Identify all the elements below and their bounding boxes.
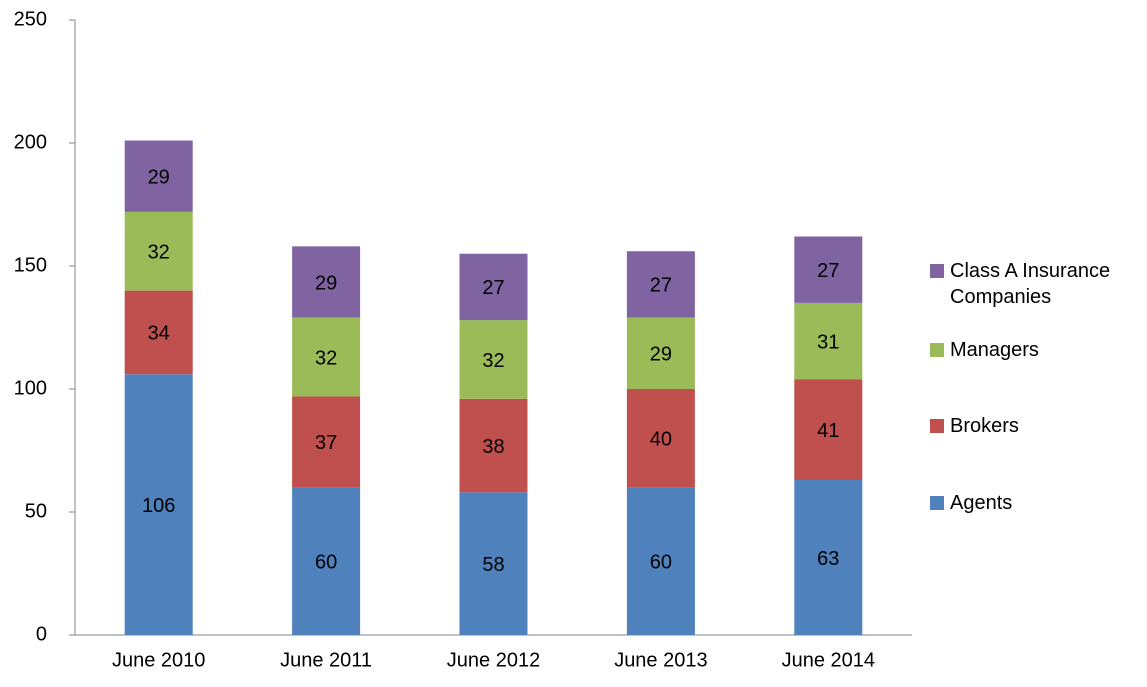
data-label: 27 — [482, 277, 504, 299]
bar-segment — [626, 389, 695, 488]
y-tick-label: 250 — [14, 8, 47, 30]
data-label: 32 — [148, 242, 170, 264]
y-tick-label: 200 — [14, 131, 47, 153]
data-label: 37 — [315, 432, 337, 454]
data-label: 31 — [817, 331, 839, 353]
legend-swatch — [930, 419, 944, 433]
bar-segment — [459, 253, 528, 321]
data-label: 29 — [148, 166, 170, 188]
legend-swatch — [930, 496, 944, 510]
data-label: 32 — [482, 350, 504, 372]
data-label: 106 — [142, 495, 175, 517]
data-label: 60 — [650, 551, 672, 573]
data-label: 41 — [817, 420, 839, 442]
bar-segment — [124, 140, 193, 212]
bar-segment — [794, 302, 863, 380]
data-label: 29 — [650, 344, 672, 366]
x-tick-label: June 2012 — [447, 649, 540, 671]
bar-segment — [292, 487, 361, 635]
y-tick-label: 150 — [14, 254, 47, 276]
x-tick-label: June 2011 — [280, 649, 372, 671]
bar-segment — [292, 317, 361, 397]
legend-entry: Agents — [930, 490, 1140, 516]
data-label: 29 — [315, 272, 337, 294]
data-label: 63 — [817, 548, 839, 570]
data-label: 60 — [315, 551, 337, 573]
bar-segment — [626, 317, 695, 389]
x-tick-label: June 2010 — [112, 649, 205, 671]
legend-label: Brokers — [950, 415, 1019, 437]
bar-segment — [292, 246, 361, 318]
data-label: 40 — [650, 428, 672, 450]
data-label: 58 — [482, 554, 504, 576]
data-label: 27 — [817, 260, 839, 282]
bar-segment — [124, 290, 193, 375]
x-tick-label: June 2014 — [782, 649, 875, 671]
bar-segment — [459, 398, 528, 493]
bar-segment — [459, 320, 528, 399]
y-tick-label: 50 — [25, 500, 47, 522]
legend-swatch — [930, 264, 944, 278]
bar-segment — [626, 487, 695, 635]
x-tick-label: June 2013 — [614, 649, 707, 671]
data-label: 32 — [315, 347, 337, 369]
bar-segment — [292, 396, 361, 488]
legend-label: Agents — [950, 492, 1013, 514]
data-label: 27 — [650, 275, 672, 297]
legend-entry: Brokers — [930, 413, 1140, 439]
bar-segment — [124, 374, 193, 635]
legend-entry: Class A Insurance Companies — [930, 258, 1140, 310]
bar-segment — [124, 211, 193, 291]
legend-swatch — [930, 343, 944, 357]
y-tick-label: 0 — [36, 623, 47, 645]
bar-segment — [459, 492, 528, 635]
data-label: 34 — [148, 323, 170, 345]
bar-segment — [794, 379, 863, 481]
bar-segment — [626, 251, 695, 318]
legend-label: Managers — [950, 339, 1039, 361]
y-tick-label: 100 — [14, 377, 47, 399]
bar-segment — [794, 236, 863, 303]
legend-label: Class A Insurance Companies — [950, 260, 1111, 308]
bar-segment — [794, 480, 863, 635]
legend-entry: Managers — [930, 337, 1140, 363]
data-label: 38 — [482, 436, 504, 458]
